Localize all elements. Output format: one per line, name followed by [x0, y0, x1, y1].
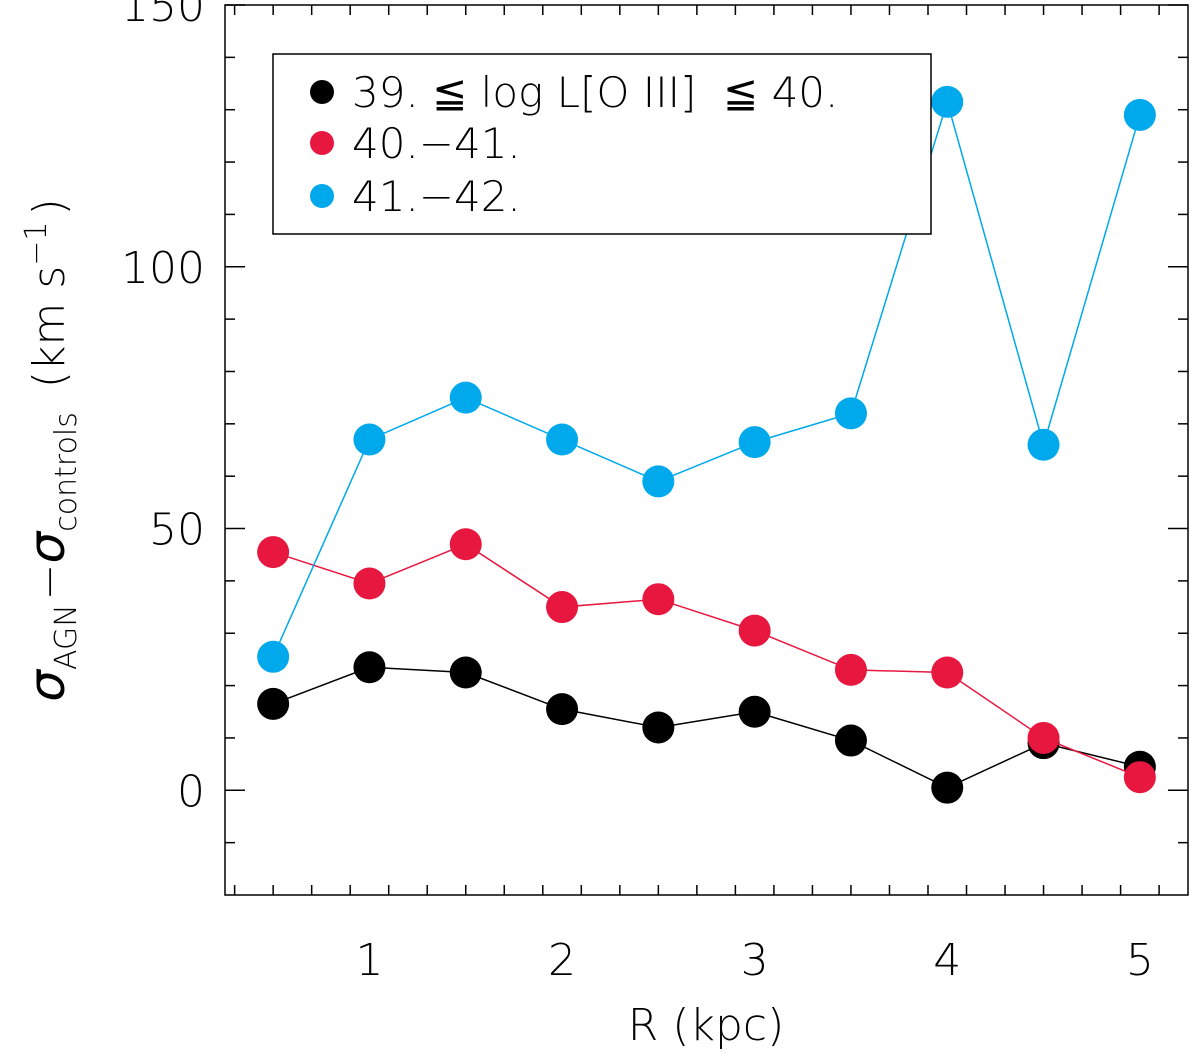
legend-box — [272, 53, 932, 235]
x-tick-label: 4 — [933, 935, 961, 986]
legend-label-2: 41.−42. — [352, 172, 521, 221]
axis-ticks — [225, 4, 1188, 895]
data-point-1-5 — [738, 614, 771, 647]
data-point-1-3 — [546, 591, 579, 624]
data-point-2-0 — [257, 640, 290, 673]
data-point-0-3 — [546, 693, 579, 726]
y-title-unit-exponent: −1 — [19, 221, 54, 265]
data-point-1-0 — [257, 536, 290, 569]
data-point-0-0 — [257, 687, 290, 720]
data-point-1-6 — [834, 653, 867, 686]
y-title-sigma-2: σ — [18, 530, 76, 563]
data-point-2-4 — [642, 465, 675, 498]
data-point-2-1 — [353, 423, 386, 456]
data-point-1-8 — [1027, 721, 1060, 754]
x-tick-label: 1 — [355, 935, 383, 986]
data-point-0-4 — [642, 711, 675, 744]
y-title-minus: − — [24, 563, 75, 600]
plot-frame — [224, 4, 1189, 896]
data-point-2-9 — [1123, 98, 1156, 131]
y-title-close: ) — [24, 198, 75, 215]
legend: 39. ≦ log L[O III] ≦ 40. 40.−41. 41.−42. — [272, 53, 932, 235]
data-point-2-5 — [738, 426, 771, 459]
data-point-1-7 — [931, 656, 964, 689]
data-point-0-1 — [353, 651, 386, 684]
data-point-2-3 — [546, 423, 579, 456]
series-line-2 — [272, 99, 1141, 658]
x-tick-label: 5 — [1126, 935, 1154, 986]
data-point-0-2 — [449, 656, 482, 689]
data-point-2-8 — [1027, 428, 1060, 461]
legend-label-1: 40.−41. — [352, 119, 521, 168]
y-tick-label: 100 — [121, 243, 205, 294]
series-0 — [257, 651, 1156, 804]
x-tick-label: 3 — [741, 935, 769, 986]
legend-marker-1 — [310, 131, 334, 155]
x-axis-title: R (kpc) — [628, 1000, 785, 1051]
y-title-units: (km s — [24, 266, 75, 388]
y-title-sigma: σ — [18, 669, 76, 702]
y-title-sub-agn: AGN — [49, 604, 84, 670]
data-point-1-4 — [642, 583, 675, 616]
y-tick-label: 50 — [149, 505, 205, 556]
legend-marker-2 — [310, 184, 334, 208]
series-2 — [257, 85, 1156, 673]
data-point-2-2 — [449, 381, 482, 414]
data-point-0-6 — [834, 724, 867, 757]
series-1 — [257, 528, 1156, 794]
y-title-sub-controls: controls — [49, 412, 84, 532]
data-point-0-7 — [931, 771, 964, 804]
data-series — [257, 85, 1156, 804]
y-axis-title: σAGN−σcontrols(km s−1) — [18, 198, 84, 701]
y-tick-label: 150 — [121, 0, 205, 32]
legend-marker-0 — [310, 80, 334, 104]
x-tick-label: 2 — [548, 935, 576, 986]
data-point-1-9 — [1123, 761, 1156, 794]
data-point-1-2 — [449, 528, 482, 561]
data-point-2-7 — [931, 85, 964, 118]
series-line-1 — [272, 543, 1141, 778]
data-point-1-1 — [353, 567, 386, 600]
data-point-0-5 — [738, 695, 771, 728]
series-line-0 — [272, 666, 1141, 789]
data-point-2-6 — [834, 397, 867, 430]
legend-label-0: 39. ≦ log L[O III] ≦ 40. — [352, 68, 838, 117]
y-tick-label: 0 — [177, 766, 205, 817]
